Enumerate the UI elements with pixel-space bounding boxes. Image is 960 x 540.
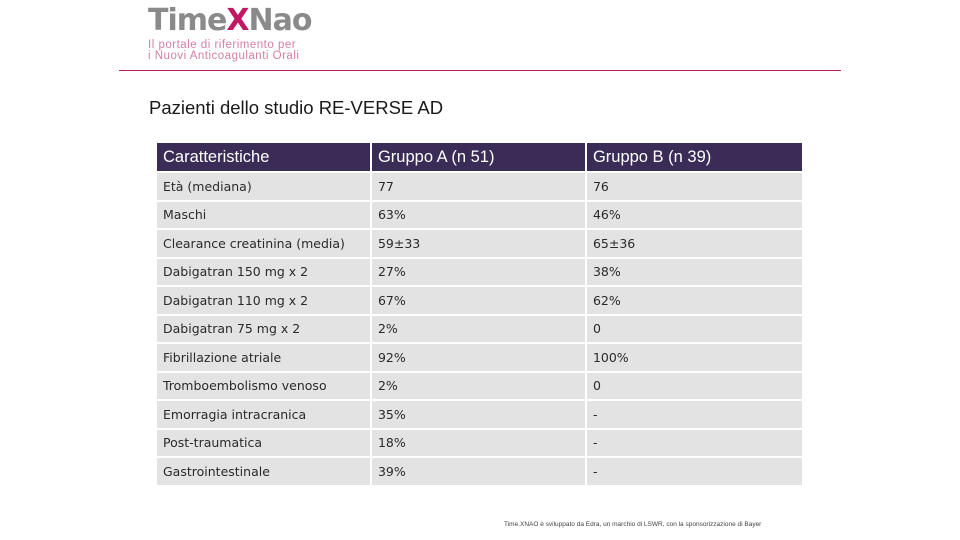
logo-nao: Nao — [248, 3, 313, 38]
table-body: Età (mediana) 77 76 Maschi 63% 46% Clearance c… — [157, 173, 802, 485]
group-b-cell: 100% — [586, 344, 802, 371]
characteristic-cell: Gastrointestinale — [157, 458, 370, 485]
characteristic-cell: Clearance creatinina (media) — [157, 230, 370, 257]
table-row: Maschi 63% 46% — [157, 201, 802, 228]
table-row: Gastrointestinale 39% - — [157, 458, 802, 485]
group-a-cell: 39% — [371, 458, 585, 485]
slide-title: Pazienti dello studio RE-VERSE AD — [149, 97, 444, 118]
group-b-cell: 46% — [586, 201, 802, 228]
header-divider — [119, 70, 841, 71]
footer-note: Time.XNAO è sviluppato da Edra, un march… — [504, 521, 762, 528]
group-a-cell: 67% — [371, 287, 585, 314]
characteristic-cell: Fibrillazione atriale — [157, 344, 370, 371]
group-a-cell: 77 — [371, 173, 585, 200]
group-a-cell: 18% — [371, 429, 585, 456]
logo-wordmark: TimeXNao — [148, 3, 313, 38]
table-row: Dabigatran 75 mg x 2 2% 0 — [157, 315, 802, 342]
logo-tagline: Il portale di riferimento per i Nuovi An… — [148, 40, 311, 61]
logo-x: X — [226, 3, 249, 38]
group-a-cell: 63% — [371, 201, 585, 228]
group-b-cell: - — [586, 458, 802, 485]
characteristic-cell: Dabigatran 75 mg x 2 — [157, 315, 370, 342]
group-a-cell: 35% — [371, 401, 585, 428]
group-b-cell: 38% — [586, 258, 802, 285]
table-row: Emorragia intracranica 35% - — [157, 401, 802, 428]
table-row: Età (mediana) 77 76 — [157, 173, 802, 200]
logo-tagline-line2: i Nuovi Anticoagulanti Orali — [148, 49, 300, 62]
header-cell-characteristics: Caratteristiche — [157, 143, 370, 171]
table-row: Post-traumatica 18% - — [157, 429, 802, 456]
group-b-cell: - — [586, 429, 802, 456]
characteristic-cell: Età (mediana) — [157, 173, 370, 200]
characteristic-cell: Post-traumatica — [157, 429, 370, 456]
group-b-cell: 62% — [586, 287, 802, 314]
group-a-cell: 2% — [371, 372, 585, 399]
group-b-cell: 0 — [586, 372, 802, 399]
group-b-cell: 76 — [586, 173, 802, 200]
table-row: Tromboembolismo venoso 2% 0 — [157, 372, 802, 399]
group-a-cell: 92% — [371, 344, 585, 371]
group-b-cell: - — [586, 401, 802, 428]
characteristic-cell: Emorragia intracranica — [157, 401, 370, 428]
table-header-row: Caratteristiche Gruppo A (n 51) Gruppo B… — [157, 143, 802, 171]
characteristic-cell: Dabigatran 110 mg x 2 — [157, 287, 370, 314]
timexnao-logo: TimeXNao Il portale di riferimento per i… — [148, 3, 313, 61]
characteristic-cell: Tromboembolismo venoso — [157, 372, 370, 399]
table-row: Clearance creatinina (media) 59±33 65±36 — [157, 230, 802, 257]
group-b-cell: 65±36 — [586, 230, 802, 257]
patients-table: Caratteristiche Gruppo A (n 51) Gruppo B… — [155, 141, 804, 487]
header-cell-group-b: Gruppo B (n 39) — [586, 143, 802, 171]
group-a-cell: 27% — [371, 258, 585, 285]
table-row: Dabigatran 110 mg x 2 67% 62% — [157, 287, 802, 314]
group-b-cell: 0 — [586, 315, 802, 342]
logo-time: Time — [148, 3, 227, 38]
logo-tagline-line1: Il portale di riferimento per — [148, 39, 297, 51]
table-row: Dabigatran 150 mg x 2 27% 38% — [157, 258, 802, 285]
header-cell-group-a: Gruppo A (n 51) — [371, 143, 585, 171]
table-row: Fibrillazione atriale 92% 100% — [157, 344, 802, 371]
group-a-cell: 2% — [371, 315, 585, 342]
characteristic-cell: Maschi — [157, 201, 370, 228]
group-a-cell: 59±33 — [371, 230, 585, 257]
characteristic-cell: Dabigatran 150 mg x 2 — [157, 258, 370, 285]
